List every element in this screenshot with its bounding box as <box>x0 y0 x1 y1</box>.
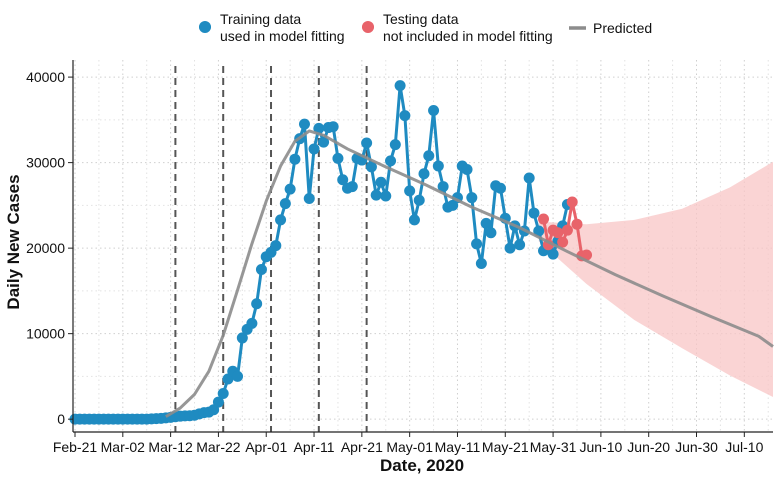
training-point <box>255 264 267 276</box>
training-point <box>385 155 397 167</box>
training-point <box>332 152 344 164</box>
x-tick-label: Apr-01 <box>245 439 287 455</box>
axes: Feb-21 Mar-02 Mar-12 Mar-22 Apr-01 Apr-11 Apr-… <box>26 60 773 455</box>
x-tick-label: Mar-12 <box>148 439 193 455</box>
testing-point <box>538 213 550 225</box>
training-point <box>361 137 373 149</box>
training-point <box>246 317 258 329</box>
training-point <box>232 370 244 382</box>
training-point <box>279 198 291 210</box>
legend-label: Testing data <box>383 11 459 27</box>
training-point <box>428 104 440 116</box>
x-tick-label: Feb-21 <box>53 439 98 455</box>
training-point <box>547 248 559 260</box>
x-tick-label: Apr-21 <box>341 439 383 455</box>
training-point <box>308 143 320 155</box>
legend-testing-marker <box>362 21 374 33</box>
testing-point <box>581 249 593 261</box>
training-point <box>494 182 506 194</box>
x-tick-label: Jun-10 <box>579 439 622 455</box>
y-tick-label: 0 <box>57 411 65 427</box>
series-layer <box>69 80 774 425</box>
training-point <box>394 80 406 92</box>
y-tick-label: 40000 <box>26 69 65 85</box>
legend-label: Predicted <box>593 20 652 36</box>
training-point <box>404 185 416 197</box>
x-tick-label: Jun-20 <box>627 439 670 455</box>
training-point <box>327 121 339 133</box>
training-point <box>365 161 377 173</box>
testing-point <box>566 196 578 208</box>
training-point <box>303 193 315 205</box>
prediction-interval-band <box>538 161 773 397</box>
training-point <box>514 239 526 251</box>
training-point <box>466 192 478 204</box>
x-tick-label: May-01 <box>386 439 433 455</box>
x-tick-label: Mar-02 <box>101 439 146 455</box>
legend-label: Training data <box>220 11 301 27</box>
training-point <box>289 153 301 165</box>
training-point <box>270 240 282 252</box>
training-point <box>485 227 497 239</box>
training-point <box>346 181 358 193</box>
training-point <box>408 214 420 226</box>
testing-point <box>557 236 569 248</box>
training-point <box>504 242 516 254</box>
x-tick-label: May-31 <box>530 439 577 455</box>
testing-point <box>552 227 564 239</box>
training-point <box>461 163 473 175</box>
training-point <box>523 172 535 184</box>
training-point <box>533 225 545 237</box>
x-tick-label: Apr-11 <box>294 439 335 455</box>
x-tick-label: Mar-22 <box>196 439 241 455</box>
training-point <box>437 181 449 193</box>
x-tick-label: Jun-30 <box>675 439 718 455</box>
training-point <box>399 110 411 122</box>
legend-label: used in model fitting <box>220 28 345 44</box>
training-point <box>212 396 224 408</box>
training-point <box>423 150 435 162</box>
training-point <box>217 388 229 400</box>
training-point <box>375 176 387 188</box>
training-point <box>318 136 330 148</box>
testing-point <box>561 224 573 236</box>
x-tick-label: Jul-10 <box>725 439 763 455</box>
y-axis-title: Daily New Cases <box>4 174 23 309</box>
x-axis-title: Date, 2020 <box>380 456 464 475</box>
prediction-interval <box>538 161 773 397</box>
legend-training-marker <box>199 21 211 33</box>
y-tick-label: 20000 <box>26 240 65 256</box>
training-point <box>380 190 392 202</box>
training-point <box>418 168 430 180</box>
training-point <box>413 194 425 206</box>
training-point <box>528 207 540 219</box>
training-point <box>251 298 263 310</box>
testing-line <box>542 200 587 258</box>
training-point <box>337 174 349 186</box>
training-point <box>480 217 492 229</box>
x-tick-label: May-21 <box>482 439 529 455</box>
training-point <box>370 189 382 201</box>
training-point <box>298 118 310 130</box>
y-tick-label: 10000 <box>26 326 65 342</box>
training-point <box>432 160 444 172</box>
training-point <box>236 332 248 344</box>
x-tick-label: May-11 <box>435 439 481 455</box>
y-tick-label: 30000 <box>26 155 65 171</box>
training-point <box>284 183 296 195</box>
training-point <box>471 238 483 250</box>
training-point <box>313 122 325 134</box>
testing-point <box>571 218 583 230</box>
training-point <box>475 258 487 270</box>
training-point <box>389 139 401 151</box>
legend-label: not included in model fitting <box>383 28 553 44</box>
predicted-line <box>165 129 774 418</box>
training-point <box>275 214 287 226</box>
